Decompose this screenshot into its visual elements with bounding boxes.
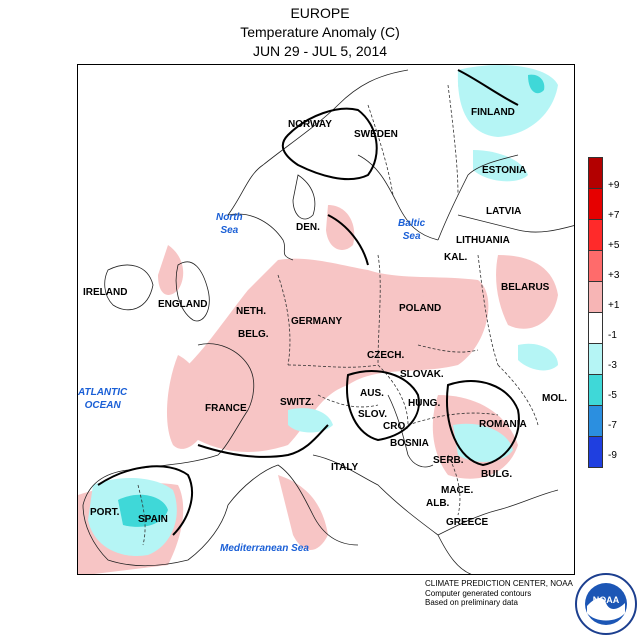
coastlines bbox=[82, 69, 574, 574]
label-ireland: IRELAND bbox=[83, 287, 128, 298]
legend-swatch bbox=[588, 312, 603, 343]
label-estonia: ESTONIA bbox=[482, 165, 527, 176]
label-spain: SPAIN bbox=[138, 514, 168, 525]
label-atlantic-ocean: ATLANTIC OCEAN bbox=[78, 387, 128, 411]
label-albania: ALB. bbox=[426, 498, 450, 509]
label-bulgaria: BULG. bbox=[481, 469, 513, 480]
label-belgium: BELG. bbox=[238, 329, 269, 340]
label-hungary: HUNG. bbox=[408, 398, 441, 409]
label-finland: FINLAND bbox=[471, 107, 515, 118]
legend-swatch bbox=[588, 343, 603, 374]
map-title: EUROPE bbox=[290, 5, 350, 21]
label-slovenia: SLOV. bbox=[358, 409, 388, 420]
label-bosnia: BOSNIA bbox=[390, 438, 429, 449]
credit-data: Based on preliminary data bbox=[425, 598, 518, 607]
legend-tick: -5 bbox=[608, 390, 617, 401]
legend-tick: -9 bbox=[608, 450, 617, 461]
legend-swatch bbox=[588, 157, 603, 188]
label-italy: ITALY bbox=[331, 462, 359, 473]
label-mediterranean-sea: Mediterranean Sea bbox=[220, 543, 309, 554]
anomaly-map: NORWAY SWEDEN FINLAND ESTONIA LATVIA LIT… bbox=[77, 64, 575, 575]
map-canvas bbox=[78, 65, 574, 574]
legend-tick: -7 bbox=[608, 420, 617, 431]
label-latvia: LATVIA bbox=[486, 206, 522, 217]
label-baltic-sea: Baltic Sea bbox=[398, 218, 426, 242]
credit-contours: Computer generated contours bbox=[425, 589, 532, 598]
label-switzerland: SWITZ. bbox=[280, 397, 314, 408]
credit-source: CLIMATE PREDICTION CENTER, NOAA bbox=[425, 579, 573, 588]
label-serbia: SERB. bbox=[433, 455, 464, 466]
label-netherlands: NETH. bbox=[236, 306, 266, 317]
label-macedonia: MACE. bbox=[441, 485, 474, 496]
label-czech: CZECH. bbox=[367, 350, 405, 361]
country-borders bbox=[137, 84, 539, 546]
noaa-logo-icon: NOAA bbox=[575, 573, 637, 635]
legend-swatch bbox=[588, 250, 603, 281]
label-austria: AUS. bbox=[360, 388, 384, 399]
color-legend bbox=[588, 157, 603, 468]
label-france: FRANCE bbox=[205, 403, 247, 414]
legend-swatch bbox=[588, 405, 603, 436]
label-belarus: BELARUS bbox=[501, 282, 550, 293]
label-germany: GERMANY bbox=[291, 316, 343, 327]
label-lithuania: LITHUANIA bbox=[456, 235, 510, 246]
legend-tick: +1 bbox=[608, 300, 620, 311]
legend-tick: +3 bbox=[608, 270, 620, 281]
legend-tick: -1 bbox=[608, 330, 617, 341]
label-north-sea: North Sea bbox=[216, 212, 243, 236]
strong-cool-areas bbox=[118, 74, 545, 527]
label-portugal: PORT. bbox=[90, 507, 120, 518]
noaa-logo-text: NOAA bbox=[593, 595, 620, 605]
legend-swatch bbox=[588, 436, 603, 468]
label-england: ENGLAND bbox=[158, 299, 208, 310]
label-poland: POLAND bbox=[399, 303, 442, 314]
legend-tick: -3 bbox=[608, 360, 617, 371]
legend-swatch bbox=[588, 281, 603, 312]
label-romania: ROMANIA bbox=[479, 419, 527, 430]
legend-swatch bbox=[588, 219, 603, 250]
label-moldova: MOL. bbox=[542, 393, 567, 404]
legend-tick: +9 bbox=[608, 180, 620, 191]
date-range: JUN 29 - JUL 5, 2014 bbox=[252, 43, 388, 59]
label-denmark: DEN. bbox=[296, 222, 320, 233]
label-slovakia: SLOVAK. bbox=[400, 369, 444, 380]
legend-tick: +7 bbox=[608, 210, 620, 221]
label-norway: NORWAY bbox=[288, 119, 332, 130]
legend-swatch bbox=[588, 374, 603, 405]
map-subtitle: Temperature Anomaly (C) bbox=[240, 24, 400, 40]
legend-tick: +5 bbox=[608, 240, 620, 251]
label-kaliningrad: KAL. bbox=[444, 252, 468, 263]
label-sweden: SWEDEN bbox=[354, 129, 398, 140]
zero-contours bbox=[97, 69, 520, 536]
label-greece: GREECE bbox=[446, 517, 489, 528]
legend-swatch bbox=[588, 188, 603, 219]
label-croatia: CRO. bbox=[383, 421, 408, 432]
